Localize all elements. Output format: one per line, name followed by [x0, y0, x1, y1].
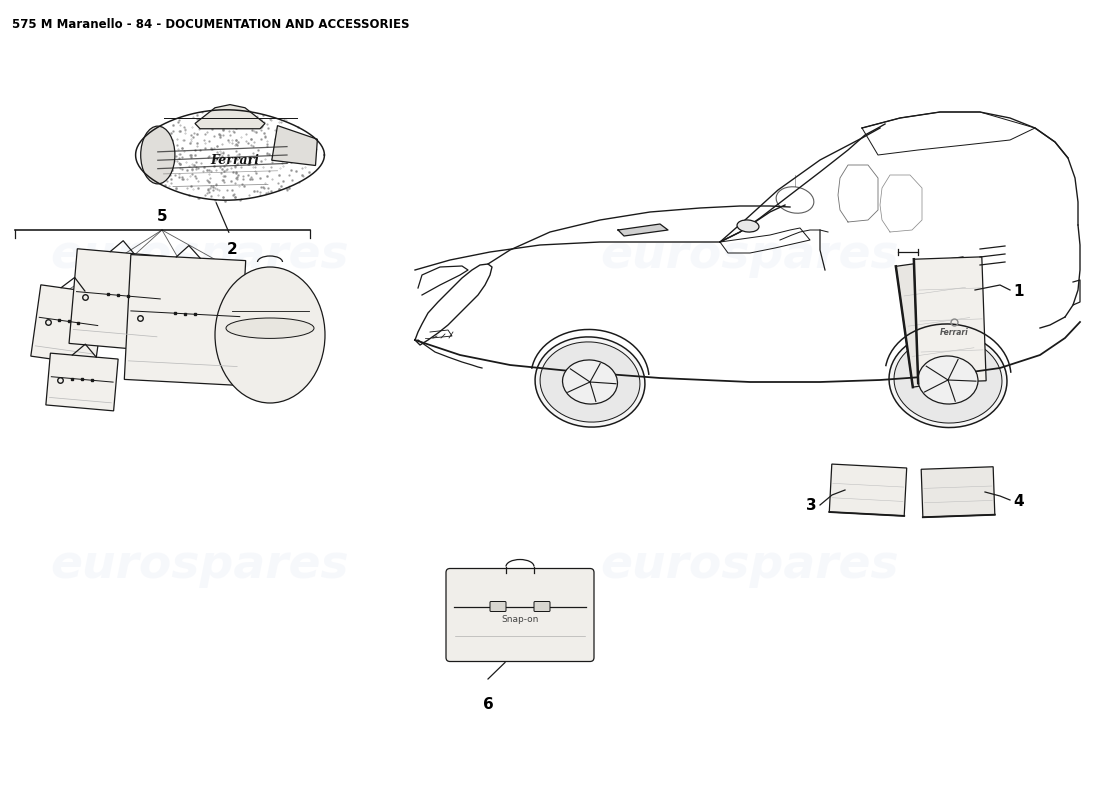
Ellipse shape: [737, 220, 759, 232]
Ellipse shape: [214, 267, 324, 403]
Polygon shape: [914, 257, 986, 383]
Text: eurospares: eurospares: [51, 542, 350, 587]
Text: Ferrari: Ferrari: [210, 154, 260, 166]
FancyBboxPatch shape: [446, 569, 594, 662]
Polygon shape: [921, 466, 994, 518]
Polygon shape: [272, 126, 318, 166]
Polygon shape: [895, 257, 980, 387]
Ellipse shape: [535, 337, 645, 427]
FancyBboxPatch shape: [534, 602, 550, 611]
Polygon shape: [618, 224, 668, 236]
Polygon shape: [195, 105, 265, 129]
Text: eurospares: eurospares: [51, 233, 350, 278]
Text: 575 M Maranello - 84 - DOCUMENTATION AND ACCESSORIES: 575 M Maranello - 84 - DOCUMENTATION AND…: [12, 18, 409, 31]
Text: 1: 1: [1013, 285, 1023, 299]
Ellipse shape: [141, 126, 175, 184]
Ellipse shape: [918, 356, 978, 404]
Ellipse shape: [894, 337, 1002, 423]
Text: Snap-on: Snap-on: [502, 615, 539, 625]
Ellipse shape: [540, 342, 640, 422]
Text: eurospares: eurospares: [601, 542, 900, 587]
Polygon shape: [46, 353, 118, 411]
Ellipse shape: [562, 360, 617, 404]
Text: 6: 6: [483, 697, 494, 712]
Polygon shape: [124, 254, 245, 386]
Text: 3: 3: [806, 498, 817, 514]
Ellipse shape: [889, 333, 1006, 427]
Polygon shape: [31, 285, 106, 365]
FancyBboxPatch shape: [490, 602, 506, 611]
Ellipse shape: [226, 318, 314, 338]
Text: eurospares: eurospares: [601, 233, 900, 278]
Polygon shape: [69, 249, 167, 351]
Text: Ferrari: Ferrari: [939, 328, 968, 337]
Text: 2: 2: [227, 242, 238, 257]
Text: 4: 4: [1013, 494, 1024, 510]
Polygon shape: [829, 464, 906, 516]
Text: 5: 5: [156, 209, 167, 224]
